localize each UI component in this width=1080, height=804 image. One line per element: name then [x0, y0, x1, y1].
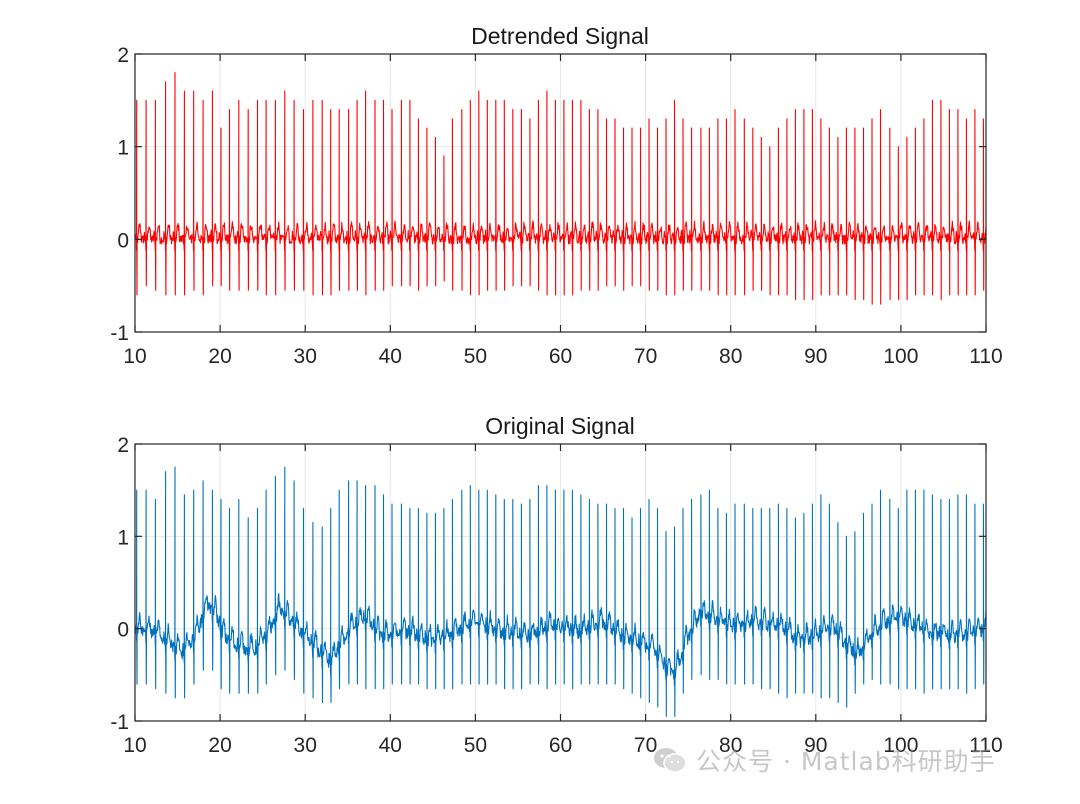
- x-tick-label: 50: [464, 345, 487, 368]
- x-tick-label: 100: [883, 345, 918, 368]
- original-signal-title: Original Signal: [485, 413, 635, 439]
- y-tick-label: 0: [117, 229, 129, 252]
- x-tick-label: 30: [294, 734, 317, 757]
- x-tick-label: 70: [634, 734, 657, 757]
- signal-trace-0: [134, 71, 987, 305]
- x-tick-label: 60: [549, 734, 572, 757]
- y-tick-label: 2: [117, 44, 129, 67]
- watermark-text: 公众号 · Matlab科研助手: [696, 747, 996, 776]
- watermark: 公众号 · Matlab科研助手: [652, 742, 996, 778]
- x-tick-label: 110: [969, 734, 1002, 757]
- y-tick-label: -1: [110, 711, 129, 734]
- x-tick-label: 40: [379, 345, 402, 368]
- x-tick-label: 70: [634, 345, 657, 368]
- detrended-signal-title: Detrended Signal: [471, 23, 649, 49]
- x-tick-label: 30: [294, 345, 317, 368]
- y-tick-label: -1: [110, 322, 129, 345]
- wechat-icon: [654, 748, 687, 773]
- x-tick-label: 20: [208, 734, 231, 757]
- x-tick-label: 100: [883, 734, 918, 757]
- detrended-signal-axes: Detrended Signal 10 20 30 40 50 60 70 80 90 100 11…: [110, 23, 1002, 368]
- x-tick-label: 90: [804, 345, 827, 368]
- x-tick-label: 50: [464, 734, 487, 757]
- x-tick-label: 40: [379, 734, 402, 757]
- x-tick-label: 110: [969, 345, 1002, 368]
- x-tick-label: 90: [804, 734, 827, 757]
- x-tick-label: 60: [549, 345, 572, 368]
- x-tick-label: 20: [208, 345, 231, 368]
- x-tick-label: 80: [719, 734, 742, 757]
- original-signal-axes: Original Signal 10 20 30 40 50 60 70 80 90 100 110…: [110, 413, 1002, 757]
- y-tick-label: 1: [117, 137, 129, 160]
- x-tick-label: 10: [123, 734, 146, 757]
- y-tick-label: 0: [117, 619, 129, 642]
- y-tick-label: 1: [117, 526, 129, 549]
- x-tick-label: 10: [123, 345, 146, 368]
- y-tick-label: 2: [117, 434, 129, 457]
- signal-trace-1: [134, 466, 987, 717]
- x-tick-label: 80: [719, 345, 742, 368]
